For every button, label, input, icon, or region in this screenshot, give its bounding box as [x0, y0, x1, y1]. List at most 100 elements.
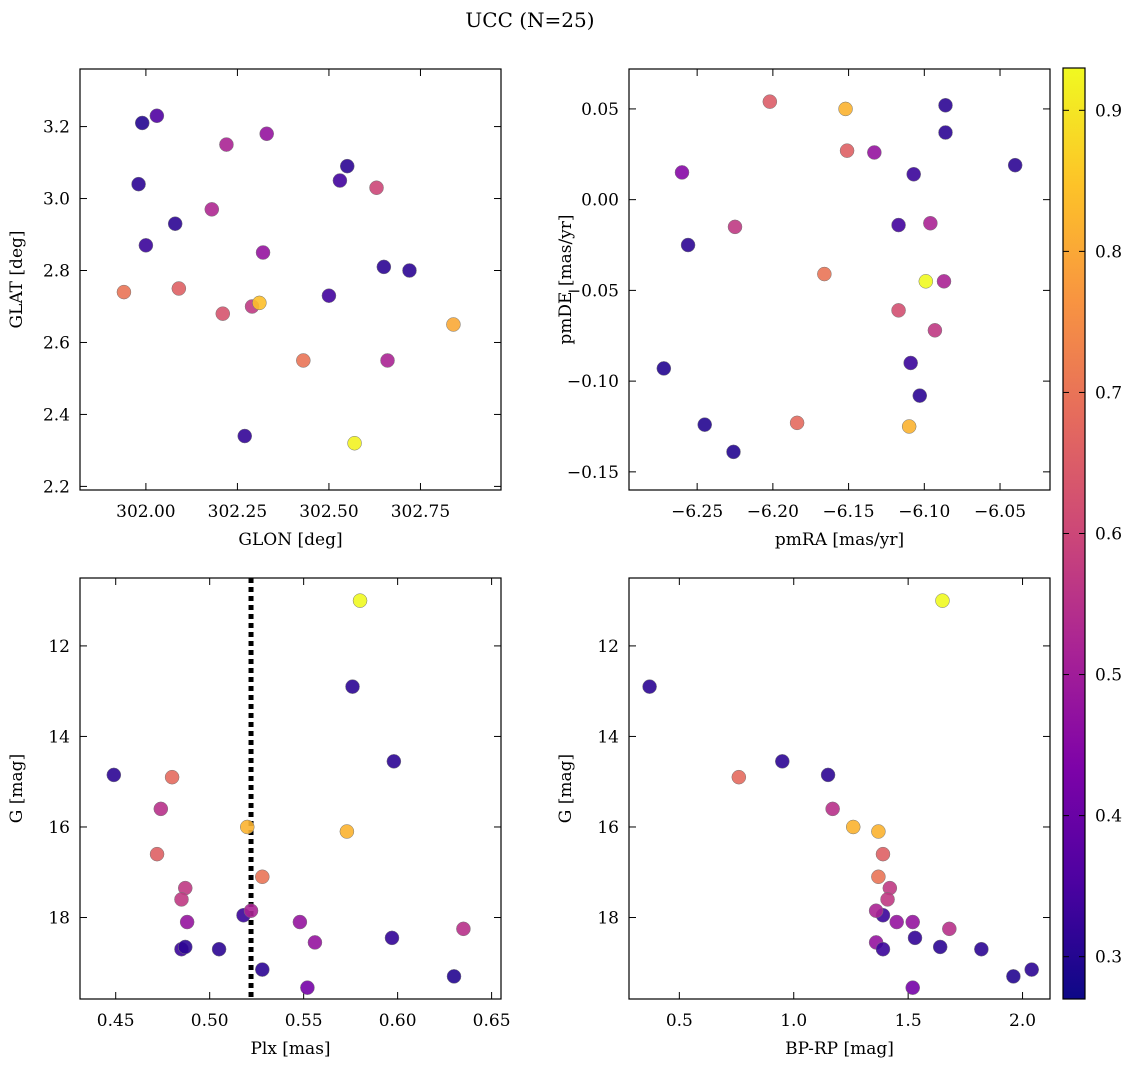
data-point — [789, 415, 805, 431]
data-point — [942, 921, 957, 937]
y-axis-label: G [mag] — [556, 754, 576, 823]
x-tick-label: −6.15 — [823, 502, 875, 522]
data-point — [240, 819, 255, 835]
data-point — [255, 245, 271, 260]
panel-sky: 302.00 302.25 302.50 302.75 2.2 2.4 2.6 2.8 3.0 3… — [7, 68, 502, 550]
points — [106, 593, 471, 995]
data-point — [237, 428, 252, 444]
data-point — [726, 444, 741, 460]
data-point — [332, 173, 348, 188]
data-point — [384, 930, 400, 946]
x-tick-label: 302.75 — [391, 502, 450, 522]
data-point — [219, 137, 234, 152]
data-point — [116, 284, 132, 300]
data-point — [918, 274, 934, 289]
y-tick-label: 2.8 — [43, 262, 70, 282]
x-tick-label: 2.0 — [1009, 1011, 1036, 1031]
panel-parallax-magnitude: 0.45 0.50 0.55 0.60 0.65 12 14 16 18 Plx [mas] G [… — [7, 577, 511, 1059]
y-axis-label: GLAT [deg] — [7, 230, 27, 328]
x-tick-label: −6.05 — [974, 502, 1026, 522]
x-tick-label: 0.65 — [473, 1011, 511, 1031]
y-tick-label: 3.0 — [43, 190, 70, 210]
x-axis-label: GLON [deg] — [238, 530, 342, 550]
data-point — [903, 355, 918, 371]
y-tick-label: 12 — [597, 637, 619, 657]
panel-color-magnitude: 0.5 1.0 1.5 2.0 12 14 16 18 BP-RP [mag] G [mag] — [556, 577, 1051, 1059]
data-point — [867, 145, 882, 160]
data-point — [149, 846, 165, 862]
data-point — [339, 824, 355, 839]
y-tick-label: 3.2 — [43, 118, 70, 138]
x-tick-label: 0.55 — [285, 1011, 323, 1031]
data-point — [906, 167, 921, 182]
data-point — [775, 754, 790, 769]
data-point — [215, 306, 231, 321]
data-point — [131, 176, 146, 192]
data-point — [905, 914, 920, 930]
data-point — [402, 263, 417, 278]
data-point — [656, 361, 672, 376]
x-tick-label: 0.45 — [97, 1011, 135, 1031]
data-point — [838, 101, 853, 117]
data-point — [178, 939, 193, 955]
data-point — [680, 237, 696, 253]
data-point — [174, 892, 189, 907]
data-point — [352, 593, 368, 608]
y-tick-label: 2.2 — [43, 477, 70, 497]
data-point — [153, 801, 169, 817]
data-point — [905, 980, 920, 995]
colorbar-tick-label: 0.3 — [1095, 948, 1122, 968]
data-point — [345, 679, 360, 694]
data-point — [138, 238, 154, 253]
colorbar-tick-label: 0.7 — [1095, 383, 1122, 403]
data-point — [731, 769, 747, 785]
y-tick-label: 18 — [48, 909, 70, 929]
y-axis-label: pmDE [mas/yr] — [556, 214, 576, 344]
data-point — [255, 869, 270, 885]
x-tick-label: 0.50 — [191, 1011, 229, 1031]
data-point — [871, 869, 886, 885]
data-point — [171, 281, 187, 296]
data-point — [255, 962, 270, 977]
data-point — [321, 288, 337, 303]
data-point — [875, 846, 891, 862]
colorbar-tick-label: 0.4 — [1095, 807, 1122, 827]
data-point — [164, 769, 180, 785]
data-point — [891, 303, 906, 318]
data-point — [932, 939, 948, 955]
y-tick-label: 14 — [597, 727, 619, 747]
data-point — [642, 679, 657, 694]
data-point — [386, 754, 402, 769]
y-tick-label: 18 — [597, 909, 619, 929]
data-point — [936, 274, 952, 289]
panel-proper-motion: −6.25 −6.20 −6.15 −6.10 −6.05 −0.15 −0.10 −0.05… — [556, 68, 1051, 550]
data-point — [296, 353, 311, 368]
colorbar-tick-label: 0.6 — [1095, 525, 1122, 545]
data-point — [339, 158, 355, 174]
data-point — [446, 969, 462, 984]
y-tick-label: −0.05 — [567, 281, 619, 301]
data-point — [907, 930, 923, 946]
figure-title: UCC (N=25) — [465, 8, 594, 32]
x-tick-label: 1.0 — [780, 1011, 807, 1031]
x-tick-label: 302.25 — [208, 502, 267, 522]
data-point — [868, 903, 884, 918]
x-tick-label: 302.50 — [299, 502, 358, 522]
x-axis-label: pmRA [mas/yr] — [775, 530, 904, 550]
data-point — [880, 892, 895, 907]
axes-frame — [79, 68, 502, 491]
data-point — [259, 126, 274, 142]
data-point — [167, 216, 183, 231]
colorbar-tick-label: 0.8 — [1095, 242, 1122, 262]
data-point — [825, 801, 840, 817]
data-point — [1006, 969, 1021, 984]
data-point — [380, 353, 395, 368]
x-axis-label: Plx [mas] — [250, 1039, 330, 1059]
y-tick-label: 0.00 — [581, 191, 619, 211]
points — [656, 94, 1023, 460]
y-tick-label: 0.05 — [581, 100, 619, 120]
x-tick-label: 302.00 — [116, 502, 175, 522]
data-point — [376, 259, 392, 275]
data-point — [204, 202, 220, 217]
